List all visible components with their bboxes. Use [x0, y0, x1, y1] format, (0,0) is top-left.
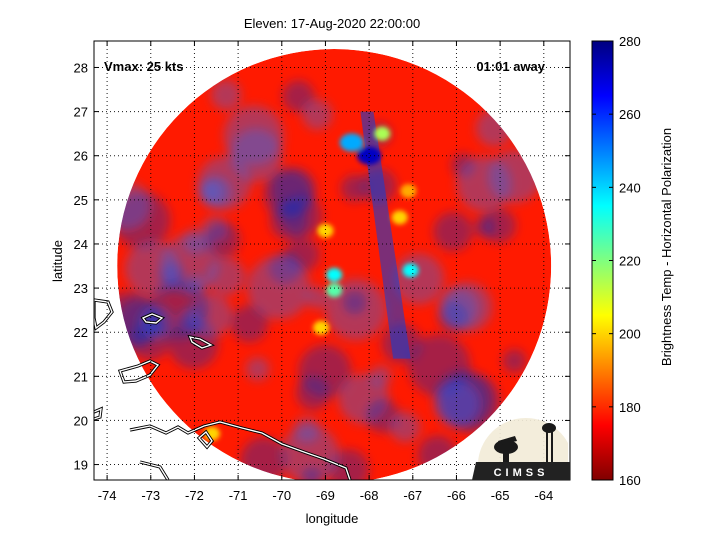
- y-tick-label-9: 28: [74, 60, 88, 75]
- swath: [117, 49, 552, 480]
- colorbar-tick-label-5: 260: [619, 107, 641, 122]
- coastline-2: [188, 336, 213, 349]
- colorbar-tick-label-6: 280: [619, 34, 641, 49]
- coastline-4: [94, 407, 102, 420]
- y-tick-label-8: 27: [74, 105, 88, 120]
- feature-5: [402, 263, 419, 278]
- coastline-6: [139, 461, 169, 480]
- y-axis-label: latitude: [50, 240, 65, 282]
- colorbar-tick-label-0: 160: [619, 473, 641, 488]
- x-axis-ticks: -74 -73 -72 -71 -70 -69 -68 -67 -66 -65 -64: [98, 41, 553, 503]
- x-tick-label-6: -68: [360, 488, 379, 503]
- coastline-0: [94, 299, 113, 330]
- colorbar-tick-label-3: 220: [619, 254, 641, 269]
- x-axis-label: longitude: [306, 511, 359, 526]
- plot-area: [94, 41, 570, 480]
- colorbar-ticks: 160 180 200 220 240 260 280: [592, 34, 641, 488]
- y-tick-label-0: 19: [74, 458, 88, 473]
- x-tick-label-2: -72: [185, 488, 204, 503]
- vmax-annotation: Vmax: 25 kts: [104, 59, 184, 74]
- colorbar-tick-label-2: 200: [619, 327, 641, 342]
- y-tick-label-6: 25: [74, 193, 88, 208]
- axes-frame: [93, 40, 571, 481]
- feature-7: [391, 210, 408, 225]
- y-tick-label-1: 20: [74, 413, 88, 428]
- colorbar-tick-label-1: 180: [619, 400, 641, 415]
- x-tick-label-9: -65: [491, 488, 510, 503]
- convection-features: [203, 126, 419, 441]
- cimss-logo: CIMSS: [472, 417, 570, 480]
- coastline-1: [141, 313, 164, 324]
- y-tick-label-4: 23: [74, 281, 88, 296]
- y-tick-label-7: 26: [74, 149, 88, 164]
- feature-2: [374, 126, 391, 141]
- y-tick-label-3: 22: [74, 325, 88, 340]
- feature-4: [326, 283, 343, 298]
- colorbar-tick-label-4: 240: [619, 180, 641, 195]
- x-tick-label-0: -74: [98, 488, 117, 503]
- y-tick-label-2: 21: [74, 369, 88, 384]
- coastline-3: [119, 360, 160, 383]
- feature-10: [313, 320, 330, 335]
- chart-title: Eleven: 17-Aug-2020 22:00:00: [244, 16, 420, 31]
- coastline-7: [198, 430, 213, 449]
- y-tick-label-5: 24: [74, 237, 88, 252]
- feature-0: [357, 146, 382, 165]
- x-tick-label-4: -70: [272, 488, 291, 503]
- x-tick-label-7: -67: [403, 488, 422, 503]
- swath-seam: [360, 111, 411, 359]
- cimss-logo-text: CIMSS: [494, 467, 549, 479]
- time-away-annotation: 01:01 away: [476, 59, 545, 74]
- x-tick-label-5: -69: [316, 488, 335, 503]
- feature-3: [326, 267, 343, 282]
- x-tick-label-8: -66: [447, 488, 466, 503]
- feature-8: [400, 184, 417, 199]
- colorbar-label: Brightness Temp - Horizontal Polarizatio…: [659, 128, 674, 366]
- feature-6: [317, 223, 334, 238]
- x-tick-label-10: -64: [534, 488, 553, 503]
- y-axis-ticks: 19 20 21 22 23 24 25 26 27 28: [74, 60, 570, 473]
- swath-texture: [117, 79, 542, 480]
- x-tick-label-1: -73: [141, 488, 160, 503]
- coastlines: [94, 298, 352, 480]
- coastline-5: [129, 421, 351, 480]
- x-tick-label-3: -71: [229, 488, 248, 503]
- feature-1: [339, 133, 364, 152]
